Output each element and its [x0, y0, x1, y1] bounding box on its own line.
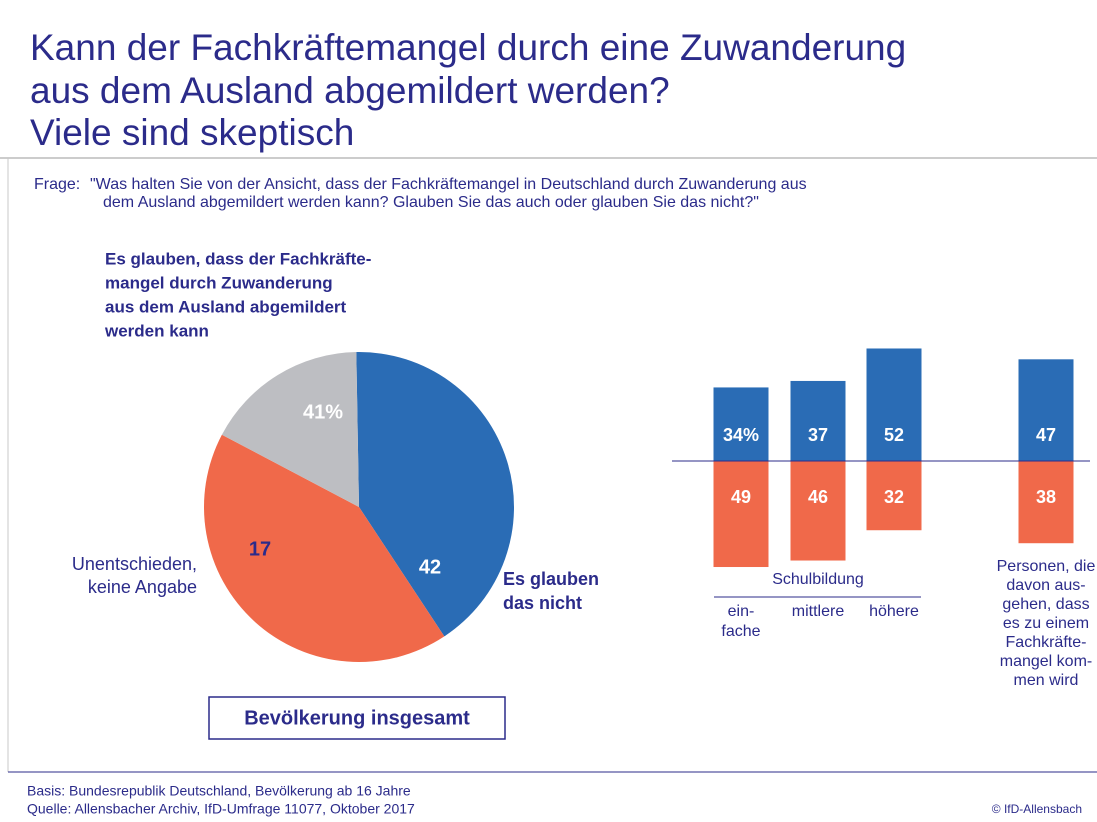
slice-label: werden kann [104, 321, 209, 340]
bar [790, 380, 846, 461]
copyright: © IfD-Allensbach [992, 802, 1082, 816]
question-line: dem Ausland abgemildert werden kann? Gla… [103, 194, 759, 211]
bar [1018, 461, 1074, 544]
group-label: Schulbildung [772, 571, 864, 588]
slice-value-label: 42 [419, 556, 441, 578]
bar [866, 461, 922, 531]
x-tick-label: mangel kom- [1000, 653, 1092, 670]
subtitle-box [208, 696, 506, 740]
pie-slice [204, 434, 445, 662]
bar [866, 348, 922, 461]
slice-label: Es glauben [503, 569, 599, 589]
slice-label: keine Angabe [88, 577, 197, 597]
question-line: "Was halten Sie von der Ansicht, dass de… [90, 176, 807, 193]
x-tick-label: Personen, die [997, 558, 1096, 575]
x-tick-label: ein- [728, 603, 755, 620]
slice-value-label: 17 [249, 538, 271, 560]
slice-label: Es glauben, dass der Fachkräfte- [105, 249, 371, 268]
x-tick-label: davon aus- [1006, 577, 1085, 594]
bar [713, 387, 769, 461]
pie-slice [221, 352, 359, 507]
slice-label: aus dem Ausland abgemildert [105, 297, 347, 316]
bar-value-label: 37 [808, 425, 828, 445]
bar [713, 461, 769, 568]
x-tick-label: gehen, dass [1002, 596, 1089, 613]
slice-label: das nicht [503, 593, 582, 613]
x-tick-label: Fachkräfte- [1006, 634, 1087, 651]
bar-value-label: 52 [884, 425, 904, 445]
title-line: Viele sind skeptisch [30, 112, 354, 153]
footer-basis: Basis: Bundesrepublik Deutschland, Bevöl… [27, 783, 411, 799]
x-tick-label: mittlere [792, 603, 845, 620]
bar-value-label: 38 [1036, 487, 1056, 507]
bar [1018, 359, 1074, 461]
x-tick-label: men wird [1014, 672, 1079, 689]
bar-value-label: 47 [1036, 425, 1056, 445]
question-label: Frage: [34, 176, 80, 193]
slice-value-label: 41% [303, 401, 343, 423]
pie-subtitle: Bevölkerung insgesamt [244, 707, 470, 729]
x-tick-label: es zu einem [1003, 615, 1089, 632]
slice-label: Unentschieden, [72, 554, 197, 574]
x-tick-label: höhere [869, 603, 919, 620]
title-line: aus dem Ausland abgemildert werden? [30, 70, 670, 111]
x-tick-label: fache [721, 623, 760, 640]
bar-value-label: 49 [731, 487, 751, 507]
title-line: Kann der Fachkräftemangel durch eine Zuw… [30, 27, 906, 68]
bar [790, 461, 846, 561]
footer-source: Quelle: Allensbacher Archiv, IfD-Umfrage… [27, 801, 415, 817]
pie-slice [356, 352, 514, 637]
bar-value-label: 46 [808, 487, 828, 507]
slice-label: mangel durch Zuwanderung [105, 273, 333, 292]
bar-value-label: 34% [723, 425, 759, 445]
bar-value-label: 32 [884, 487, 904, 507]
